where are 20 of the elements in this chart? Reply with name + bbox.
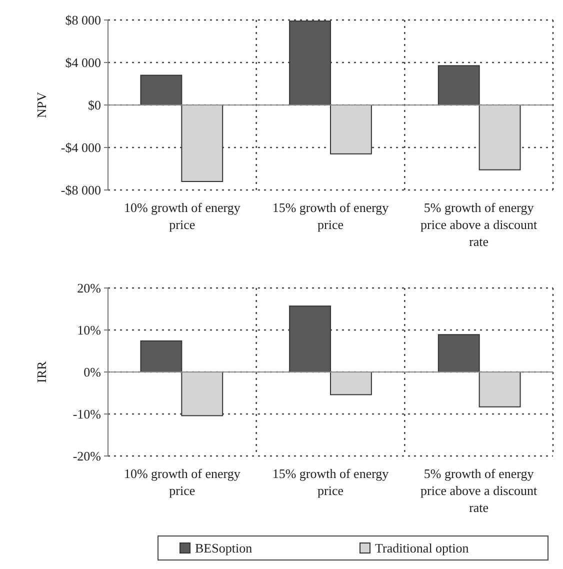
y-tick-label: -$8 000 xyxy=(60,182,101,198)
x-tick-label: 10% growth of energy price xyxy=(124,200,241,232)
y-tick-label: 20% xyxy=(77,280,102,296)
y-tick-label: -$4 000 xyxy=(60,140,101,156)
y-axis-title: IRR xyxy=(34,360,49,383)
y-tick-label: 10% xyxy=(77,322,102,338)
x-tick-label: 10% growth of energy price xyxy=(124,466,241,498)
y-tick-label: $8 000 xyxy=(65,12,101,28)
legend-label: BESoption xyxy=(195,540,253,556)
y-tick-label: -10% xyxy=(72,406,102,422)
legend-label: Traditional option xyxy=(375,540,470,556)
y-axis-title: NPV xyxy=(34,91,49,118)
x-tick-label: 15% growth of energy price xyxy=(272,466,390,498)
x-tick-label: 5% growth of energy price above a discount rate xyxy=(420,200,538,249)
y-tick-label: -20% xyxy=(72,448,102,464)
y-tick-label: $0 xyxy=(88,98,101,113)
x-tick-label: 15% growth of energy price xyxy=(272,200,390,232)
y-tick-label: 0% xyxy=(84,364,102,380)
y-tick-label: $4 000 xyxy=(65,55,101,70)
x-tick-label: 5% growth of energy price above a discount rate xyxy=(420,466,538,515)
